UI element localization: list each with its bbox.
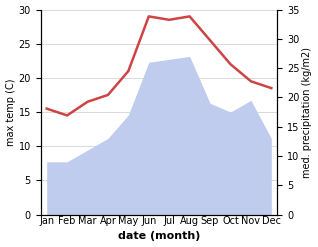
Y-axis label: med. precipitation (kg/m2): med. precipitation (kg/m2) [302,46,313,178]
X-axis label: date (month): date (month) [118,231,200,242]
Y-axis label: max temp (C): max temp (C) [5,78,16,146]
